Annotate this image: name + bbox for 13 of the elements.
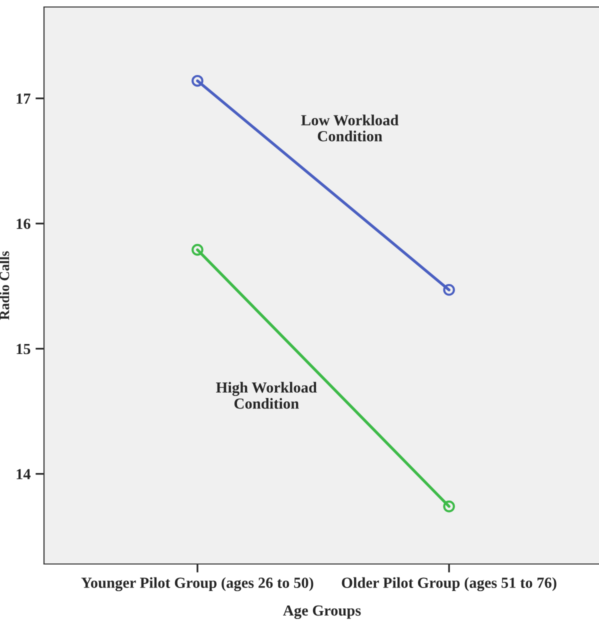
y-tick-label: 14 [16, 469, 31, 480]
y-tick-label: 16 [16, 218, 30, 229]
x-tick-label: Older Pilot Group (ages 51 to 76) [342, 577, 556, 592]
y-tick-label: 17 [16, 94, 30, 104]
x-axis-title: Age Groups [283, 605, 361, 619]
point [443, 500, 455, 512]
series-label: High Workload Condition [216, 382, 317, 409]
y-tick-label: 15 [16, 344, 30, 354]
point [192, 244, 204, 256]
point [443, 284, 455, 296]
x-tick-label: Younger Pilot Group (ages 26 to 50) [81, 577, 314, 592]
point [192, 74, 204, 87]
series-label: Low Workload Condition [301, 114, 399, 142]
